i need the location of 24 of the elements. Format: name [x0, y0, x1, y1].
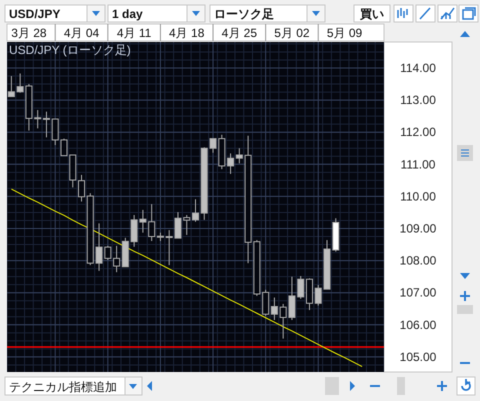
chart-title: USD/JPY (ローソク足) [9, 43, 131, 57]
x-tick-label: 4月 04 [64, 26, 100, 40]
x-tick-label: 5月 09 [326, 26, 363, 40]
y-tick-label: 108.00 [400, 254, 437, 268]
text: ローソク足 [214, 7, 274, 21]
x-tick-label: 4月 25 [222, 26, 258, 40]
x-tick-label: 4月 11 [116, 26, 152, 40]
text: 買い [359, 7, 384, 21]
y-tick-label: 110.00 [400, 189, 436, 204]
text: 1 day [112, 7, 144, 21]
y-tick-label: 114.00 [400, 61, 436, 75]
y-tick-label: 112.00 [400, 125, 436, 140]
y-tick-label: 109.00 [400, 222, 437, 236]
x-tick-label: 4月 18 [169, 26, 205, 40]
line-series [10, 188, 363, 368]
y-tick-label: 113.00 [400, 93, 436, 108]
text: USD/JPY [9, 7, 60, 21]
y-tick-label: 107.00 [400, 286, 437, 300]
text: テクニカル指標追加 [9, 380, 117, 394]
x-tick-label: 3月 28 [11, 26, 47, 40]
y-tick-label: 106.00 [400, 318, 437, 332]
y-tick-label: 105.00 [400, 350, 437, 364]
y-tick-label: 111.00 [400, 157, 436, 172]
x-tick-label: 5月 02 [274, 26, 310, 40]
